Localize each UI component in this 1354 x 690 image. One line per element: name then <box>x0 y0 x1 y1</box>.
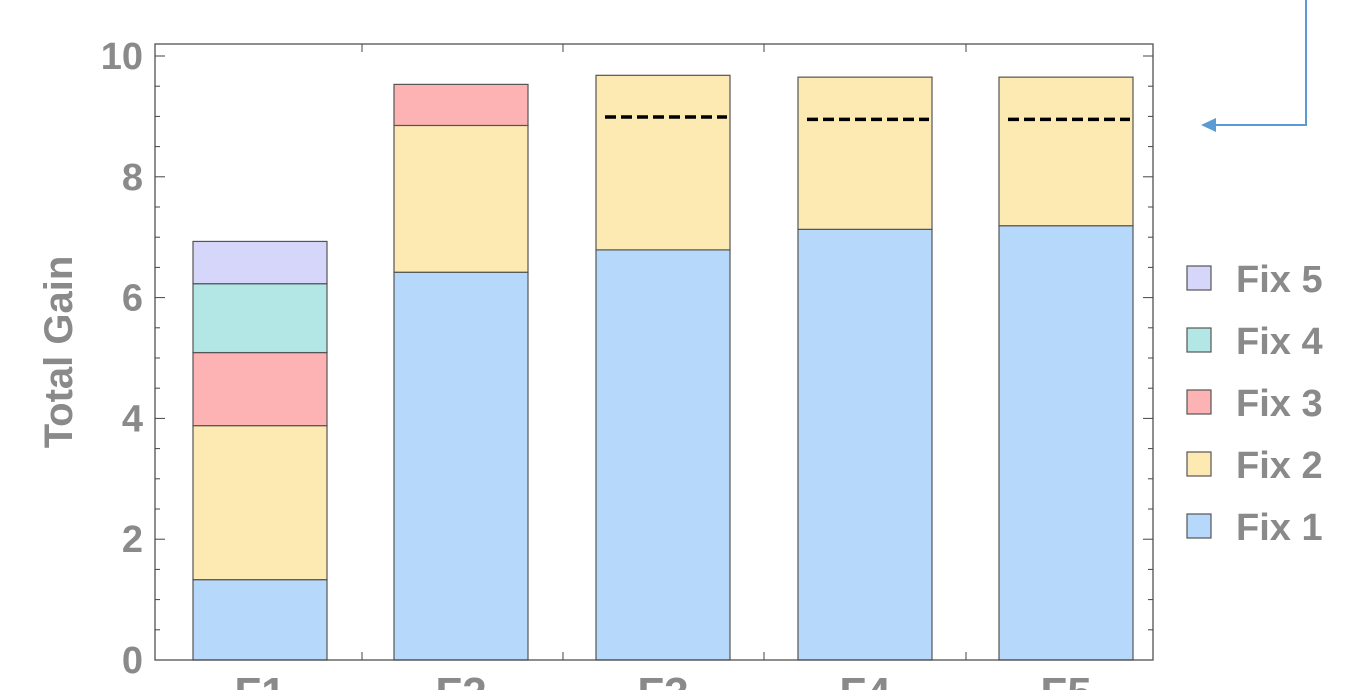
y-tick-label: 2 <box>122 519 143 561</box>
x-category-label: F1 <box>234 669 285 690</box>
connector-arrow-head <box>1201 118 1216 132</box>
legend-label: Fix 1 <box>1236 507 1323 549</box>
legend: Fix 5 Fix 4 Fix 3 Fix 2 Fix 1 <box>1186 259 1323 549</box>
bar-segment-f2-fix-2 <box>393 124 529 273</box>
bar-segment-f1-fix-1 <box>192 579 328 661</box>
legend-label: Fix 2 <box>1236 445 1323 487</box>
x-category-label: F2 <box>435 669 486 690</box>
bar-segment-f1-fix-5 <box>192 240 328 285</box>
y-axis-label: Total Gain <box>37 256 81 449</box>
bar-segment-f3-fix-2 <box>595 74 731 251</box>
annotation-layer <box>1201 0 1307 132</box>
bar-segment-f4-fix-1 <box>797 228 933 661</box>
bar-segment-f2-fix-1 <box>393 271 529 661</box>
bars-layer <box>192 74 1134 661</box>
bar-segment-f5-fix-1 <box>998 225 1134 661</box>
bar-segment-f1-fix-4 <box>192 283 328 354</box>
x-category-label: F3 <box>637 669 688 690</box>
y-tick-label: 4 <box>122 398 143 440</box>
plot-frame <box>154 43 1154 661</box>
y-tick-label: 6 <box>122 278 143 320</box>
legend-swatch-fix-2 <box>1186 451 1212 477</box>
legend-label: Fix 5 <box>1236 259 1323 301</box>
y-tick-label: 8 <box>122 157 143 199</box>
legend-swatch-fix-3 <box>1186 389 1212 415</box>
legend-label: Fix 4 <box>1236 321 1323 363</box>
y-tick-label: 10 <box>101 36 143 78</box>
legend-swatch-fix-4 <box>1186 327 1212 353</box>
bar-segment-f2-fix-3 <box>393 83 529 127</box>
bar-segment-f4-fix-2 <box>797 76 933 230</box>
bar-segment-f5-fix-2 <box>998 76 1134 227</box>
bar-segment-f3-fix-1 <box>595 249 731 661</box>
bar-segment-f1-fix-3 <box>192 351 328 427</box>
legend-swatch-fix-5 <box>1186 265 1212 291</box>
bar-segment-f1-fix-2 <box>192 425 328 581</box>
legend-label: Fix 3 <box>1236 383 1323 425</box>
x-category-label: F5 <box>1040 669 1091 690</box>
x-category-label: F4 <box>839 669 891 690</box>
y-tick-label: 0 <box>122 640 143 682</box>
reference-lines-layer <box>605 115 1130 122</box>
axes-layer: 0 2 4 6 8 10 F1 F2 F3 F4 F5 Total Gain <box>37 36 1154 690</box>
connector-arrow-line <box>1214 0 1307 126</box>
legend-swatch-fix-1 <box>1186 513 1212 539</box>
